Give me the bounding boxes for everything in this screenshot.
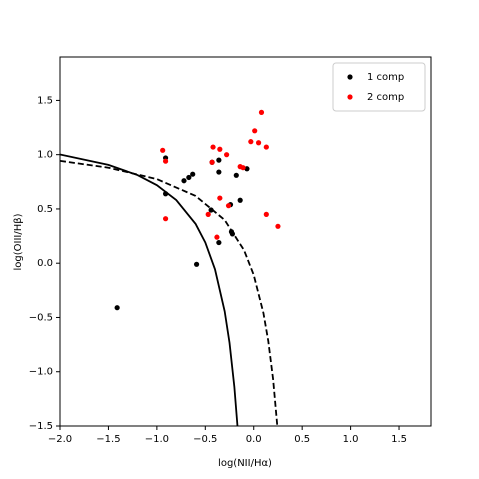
x-tick-label: −0.5 [193, 434, 217, 445]
point [225, 203, 232, 209]
legend-marker [347, 74, 353, 80]
x-axis-label: log(NII/Hα) [218, 458, 272, 469]
y-axis-label: log(OIII/Hβ) [13, 213, 24, 270]
plot-frame [59, 56, 432, 427]
y-tick-label: −0.5 [29, 312, 53, 323]
y-tick-label: 0.5 [37, 204, 53, 215]
point [160, 147, 166, 153]
point [224, 152, 230, 158]
y-tick-label: 0.0 [37, 258, 53, 269]
point [162, 216, 169, 222]
x-tick-label: −1.0 [145, 434, 169, 445]
point [216, 157, 222, 163]
point [214, 234, 220, 240]
y-tick-label: −1.0 [29, 367, 53, 378]
point [114, 305, 120, 311]
point [186, 174, 192, 181]
point [275, 223, 281, 229]
point [216, 169, 222, 175]
point [208, 207, 214, 213]
legend-label: 1 comp [367, 72, 404, 83]
point [181, 178, 187, 184]
point [252, 128, 258, 134]
point [217, 146, 223, 152]
point [255, 140, 262, 146]
point [233, 172, 239, 178]
point [209, 159, 215, 165]
point [193, 261, 200, 267]
legend-marker [347, 94, 353, 100]
point [162, 158, 169, 164]
x-tick-label: −1.5 [96, 434, 120, 445]
point [162, 191, 169, 197]
legend-label: 2 comp [367, 92, 404, 103]
curve [60, 159, 279, 426]
point [240, 165, 246, 171]
point [190, 171, 196, 177]
x-tick-label: 1.5 [391, 434, 407, 445]
point [229, 231, 236, 237]
y-tick-label: 1.5 [37, 95, 53, 106]
point [205, 211, 211, 217]
point [258, 109, 265, 115]
y-tick-label: −1.5 [29, 421, 53, 432]
x-tick-label: 0.0 [246, 434, 262, 445]
x-tick-label: 0.5 [294, 434, 310, 445]
point [263, 211, 269, 217]
y-tick-label: 1.0 [37, 150, 53, 161]
curve [60, 153, 239, 426]
x-tick-label: −2.0 [48, 434, 72, 445]
point [263, 144, 269, 150]
point [217, 195, 223, 201]
x-tick-label: 1.0 [343, 434, 359, 445]
point [210, 144, 216, 150]
point [237, 197, 243, 203]
point [248, 139, 254, 145]
point [216, 239, 222, 246]
legend-box [332, 62, 426, 112]
